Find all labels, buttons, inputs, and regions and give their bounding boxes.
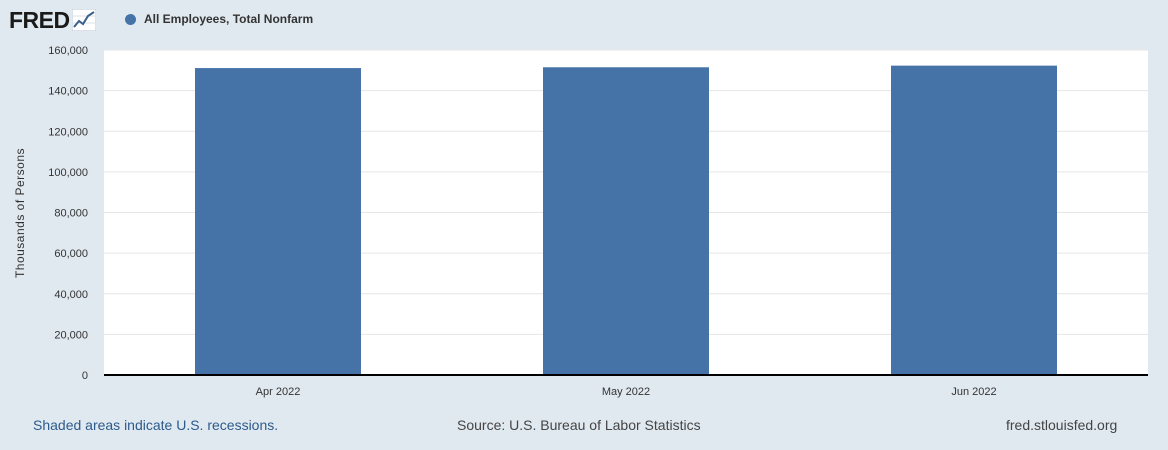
y-tick-label: 100,000 [48, 167, 88, 179]
x-tick-label: May 2022 [602, 386, 650, 398]
bar[interactable] [195, 68, 361, 375]
legend-marker [125, 13, 136, 25]
y-tick-label: 160,000 [48, 45, 88, 57]
y-tick-label: 80,000 [54, 208, 88, 220]
chart-header: FRED All Employees, Total Nonfarm [0, 0, 1168, 40]
chart-trend-icon [71, 9, 96, 31]
bar[interactable] [543, 67, 709, 375]
y-tick-label: 0 [82, 370, 88, 382]
bar[interactable] [891, 65, 1057, 375]
chart-legend: All Employees, Total Nonfarm [125, 12, 313, 26]
y-tick-labels: 0 20,000 40,000 60,000 80,000 100,000 120,000 1… [48, 45, 88, 382]
source-note: Source: U.S. Bureau of Labor Statistics [457, 417, 701, 433]
recession-note: Shaded areas indicate U.S. recessions. [33, 417, 279, 433]
y-tick-label: 120,000 [48, 126, 88, 138]
x-tick-label: Apr 2022 [256, 386, 301, 398]
x-tick-label: Jun 2022 [951, 386, 996, 398]
y-tick-label: 60,000 [54, 248, 88, 260]
site-link[interactable]: fred.stlouisfed.org [1006, 417, 1118, 433]
y-tick-label: 140,000 [48, 86, 88, 98]
y-tick-label: 20,000 [54, 329, 88, 341]
y-axis-title: Thousands of Persons [13, 147, 27, 279]
x-tick-labels: Apr 2022 May 2022 Jun 2022 [256, 386, 997, 398]
fred-logo-text: FRED [9, 7, 70, 33]
bars [195, 65, 1057, 375]
legend-label: All Employees, Total Nonfarm [144, 12, 314, 26]
fred-logo[interactable]: FRED [9, 7, 96, 33]
y-tick-label: 40,000 [54, 289, 88, 301]
